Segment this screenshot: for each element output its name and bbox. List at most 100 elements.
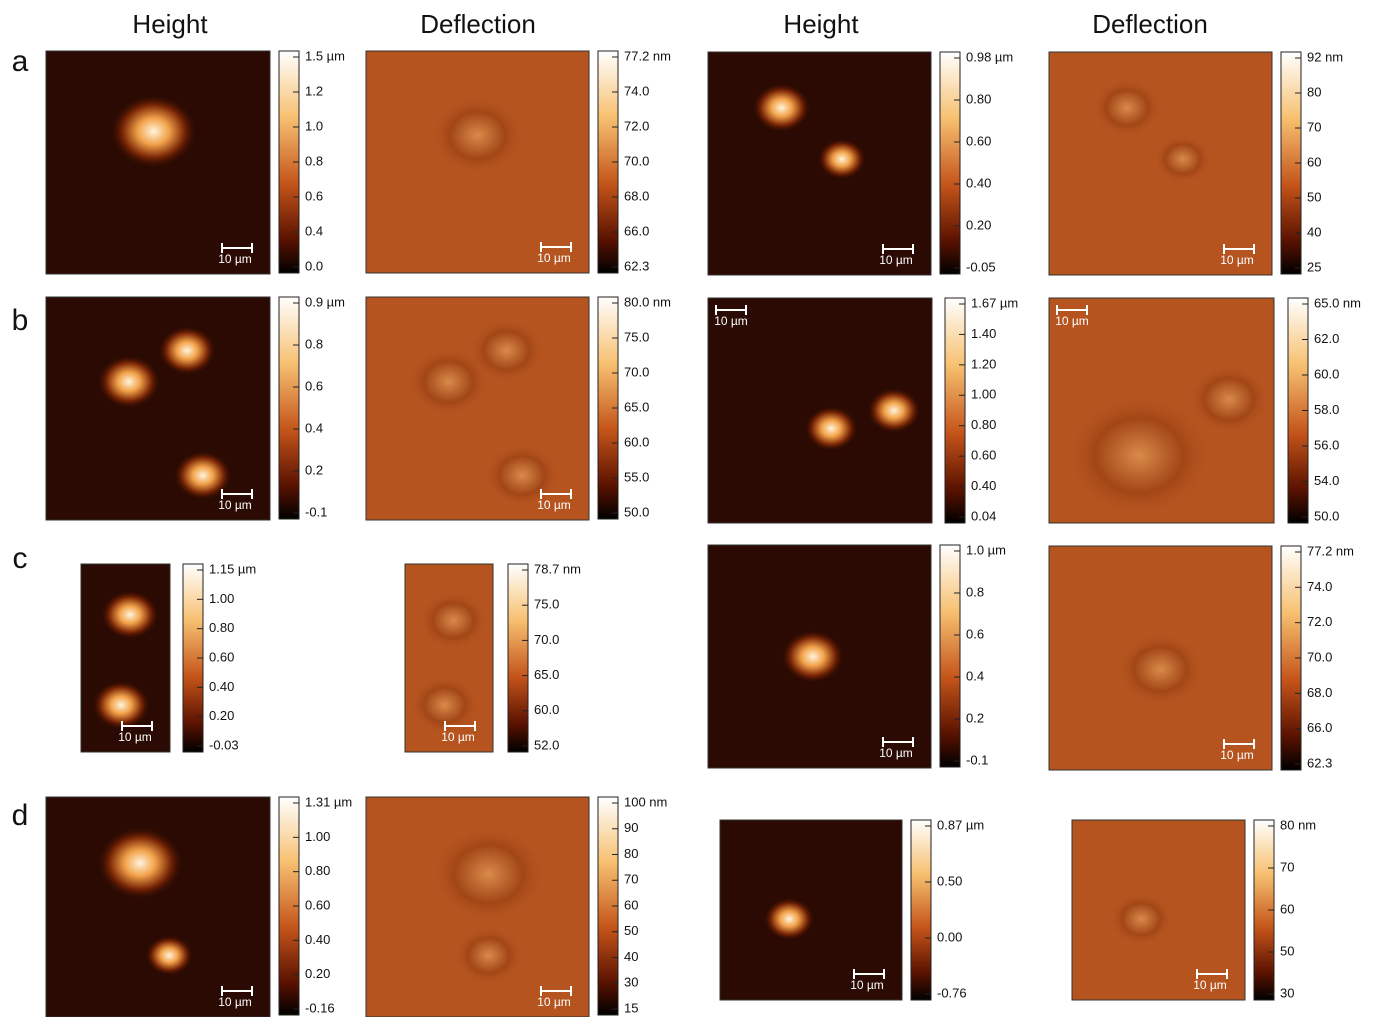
colorbar-label: 0.6: [966, 626, 984, 641]
colorbar-label: 65.0 nm: [1314, 295, 1361, 310]
colorbar-label: 0.8: [966, 584, 984, 599]
colorbar-label: 65.0: [624, 399, 649, 414]
colorbar-label: 74.0: [1307, 579, 1332, 594]
colorbar-label: 66.0: [624, 223, 649, 238]
scale-bar-label: 10 µm: [1055, 314, 1089, 328]
colorbar-label: 80 nm: [1280, 817, 1316, 832]
colorbar: [940, 52, 960, 274]
colorbar-label: 0.8: [305, 153, 323, 168]
colorbar-label: 92 nm: [1307, 49, 1343, 64]
cell-body: [173, 450, 232, 500]
colorbar-label: 60: [624, 897, 638, 912]
colorbar-label: 70.0: [534, 632, 559, 647]
cell-relief: [454, 926, 523, 984]
colorbar-label: 0.04: [971, 508, 996, 523]
colorbar-label: 1.40: [971, 326, 996, 341]
colorbar-label: 0.6: [305, 188, 323, 203]
colorbar-label: 1.5 µm: [305, 48, 345, 63]
scale-bar-label: 10 µm: [218, 498, 252, 512]
colorbar: [279, 297, 299, 519]
colorbar-label: 0.50: [937, 873, 962, 888]
colorbar-label: 77.2 nm: [624, 48, 671, 63]
colorbar-label: 0.20: [305, 966, 330, 981]
scale-bar-label: 10 µm: [1220, 253, 1254, 267]
scale-bar-label: 10 µm: [537, 498, 571, 512]
cell-relief: [1110, 892, 1173, 946]
cell-relief: [1066, 393, 1212, 517]
colorbar-label: 52.0: [534, 737, 559, 752]
colorbar: [911, 820, 931, 1000]
colorbar-label: 1.67 µm: [971, 295, 1018, 310]
colorbar-label: 72.0: [1307, 614, 1332, 629]
colorbar-label: 0.87 µm: [937, 817, 984, 832]
colorbar-label: 74.0: [624, 83, 649, 98]
column-header: Height: [132, 9, 208, 39]
colorbar-label: -0.76: [937, 985, 967, 1000]
scale-bar-label: 10 µm: [850, 978, 884, 992]
colorbar-label: 80: [1307, 84, 1321, 99]
colorbar-label: 1.00: [305, 829, 330, 844]
row-label: d: [12, 799, 29, 832]
colorbar-label: 0.2: [305, 462, 323, 477]
afm-image: [46, 297, 270, 520]
row-label: b: [12, 304, 29, 337]
colorbar-label: 0.6: [305, 378, 323, 393]
scale-bar-label: 10 µm: [537, 995, 571, 1009]
cell-relief: [1117, 632, 1204, 706]
cell-relief: [431, 96, 523, 174]
scale-bar-label: 10 µm: [441, 730, 475, 744]
colorbar-label: 25: [1307, 259, 1321, 274]
colorbar-label: 90: [624, 820, 638, 835]
cell-body: [781, 629, 845, 683]
cell-body: [109, 94, 197, 169]
colorbar-label: 60.0: [624, 434, 649, 449]
colorbar-label: 0.60: [305, 897, 330, 912]
colorbar-label: 0.4: [305, 420, 323, 435]
colorbar-label: 40: [1307, 224, 1321, 239]
colorbar-label: 60: [1280, 901, 1294, 916]
colorbar-label: 0.80: [966, 91, 991, 106]
colorbar-label: 0.0: [305, 258, 323, 273]
colorbar-label: -0.05: [966, 259, 996, 274]
cell-body: [97, 826, 184, 900]
cell-relief: [1154, 134, 1212, 183]
cell-body: [752, 83, 811, 133]
colorbar-label: 54.0: [1314, 473, 1339, 488]
colorbar-label: 30: [624, 975, 638, 990]
colorbar-label: 62.0: [1314, 331, 1339, 346]
colorbar-label: -0.16: [305, 1000, 335, 1015]
scale-bar-label: 10 µm: [218, 995, 252, 1009]
colorbar-label: 50: [624, 923, 638, 938]
cell-body: [804, 405, 858, 451]
colorbar-label: 50.0: [1314, 508, 1339, 523]
colorbar-label: 40: [624, 949, 638, 964]
scale-bar-label: 10 µm: [1193, 978, 1227, 992]
colorbar-label: 62.3: [624, 258, 649, 273]
cell-relief: [1092, 78, 1162, 137]
colorbar-label: 62.3: [1307, 755, 1332, 770]
colorbar-label: 1.15 µm: [209, 561, 256, 576]
colorbar: [508, 564, 528, 752]
colorbar-label: 0.98 µm: [966, 49, 1013, 64]
colorbar-label: 0.40: [966, 175, 991, 190]
colorbar-label: 70.0: [624, 153, 649, 168]
colorbar-label: 0.60: [971, 448, 996, 463]
column-header: Height: [783, 9, 859, 39]
colorbar-label: 75.0: [624, 329, 649, 344]
colorbar-label: 58.0: [1314, 402, 1339, 417]
colorbar-label: 68.0: [1307, 685, 1332, 700]
column-header: Deflection: [420, 9, 536, 39]
colorbar-label: 55.0: [624, 469, 649, 484]
colorbar-label: 70: [1280, 859, 1294, 874]
colorbar-label: 0.20: [209, 708, 234, 723]
colorbar-label: 0.60: [209, 649, 234, 664]
cell-relief: [419, 591, 488, 649]
scale-bar-label: 10 µm: [879, 746, 913, 760]
colorbar-label: 50.0: [624, 504, 649, 519]
colorbar-label: 0.4: [305, 223, 323, 238]
colorbar-label: 0.40: [305, 932, 330, 947]
cell-body: [158, 325, 217, 375]
scale-bar-label: 10 µm: [537, 251, 571, 265]
cell-relief: [469, 318, 544, 382]
colorbar-label: 0.40: [971, 478, 996, 493]
